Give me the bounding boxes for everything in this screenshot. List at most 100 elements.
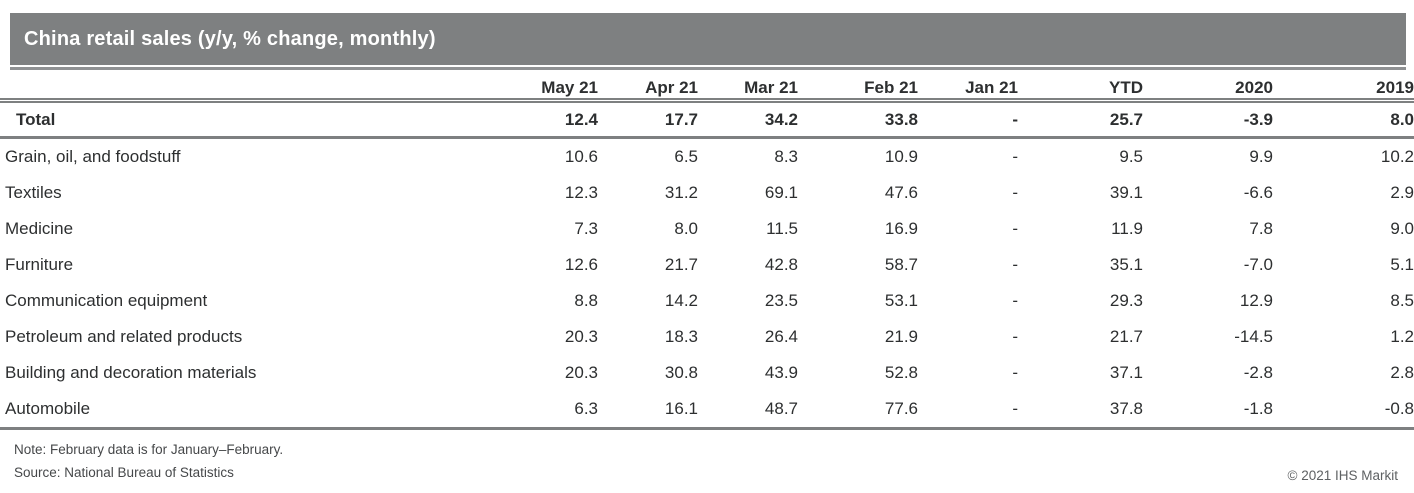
row-label: Total bbox=[0, 100, 460, 139]
row-label: Grain, oil, and foodstuff bbox=[5, 147, 181, 166]
table-cell: 6.3 bbox=[460, 391, 598, 430]
table-cell: 9.5 bbox=[1119, 147, 1143, 166]
title-underline-rule bbox=[10, 67, 1406, 70]
copyright-text: © 2021 IHS Markit bbox=[1287, 468, 1399, 483]
table-cell: - bbox=[1012, 363, 1018, 382]
table-row-grain-oil-foodstuff: Grain, oil, and foodstuff 10.6 6.5 8.3 1… bbox=[0, 138, 1414, 176]
table-cell: 8.0 bbox=[674, 219, 698, 238]
column-header-may-21: May 21 bbox=[460, 70, 598, 103]
table-cell: 26.4 bbox=[764, 327, 798, 346]
column-header-2019: 2019 bbox=[1273, 70, 1414, 103]
table-row-building-materials: Building and decoration materials 20.3 3… bbox=[0, 355, 1414, 391]
table-cell: 30.8 bbox=[664, 363, 698, 382]
table-cell: -7.0 bbox=[1243, 255, 1273, 274]
table-cell: 21.9 bbox=[884, 327, 918, 346]
table-cell: -2.8 bbox=[1243, 363, 1273, 382]
table-title-bar: China retail sales (y/y, % change, month… bbox=[10, 13, 1406, 65]
table-cell: 14.2 bbox=[664, 291, 698, 310]
table-cell: - bbox=[1012, 327, 1018, 346]
table-cell: - bbox=[1012, 147, 1018, 166]
table-cell: 2.9 bbox=[1390, 183, 1414, 202]
table-cell: 25.7 bbox=[1018, 100, 1143, 139]
table-cell: - bbox=[918, 100, 1018, 139]
table-cell: 77.6 bbox=[798, 391, 918, 430]
table-cell: - bbox=[918, 391, 1018, 430]
table-cell: - bbox=[1012, 219, 1018, 238]
row-label: Medicine bbox=[5, 219, 74, 238]
table-cell: - bbox=[1012, 291, 1018, 310]
table-cell: 18.3 bbox=[664, 327, 698, 346]
table-cell: 10.2 bbox=[1380, 147, 1414, 166]
table-cell: 6.5 bbox=[674, 147, 698, 166]
row-label: Building and decoration materials bbox=[5, 363, 257, 382]
table-cell: 23.5 bbox=[764, 291, 798, 310]
table-cell: 47.6 bbox=[884, 183, 918, 202]
table-row-total: Total 12.4 17.7 34.2 33.8 - 25.7 -3.9 8.… bbox=[0, 100, 1414, 139]
table-row-automobile: Automobile 6.3 16.1 48.7 77.6 - 37.8 -1.… bbox=[0, 391, 1414, 430]
table-cell: 29.3 bbox=[1109, 291, 1143, 310]
table-cell: 16.9 bbox=[884, 219, 918, 238]
table-cell: 34.2 bbox=[698, 100, 798, 139]
table-cell: 35.1 bbox=[1109, 255, 1143, 274]
table-cell: 52.8 bbox=[884, 363, 918, 382]
table-cell: 7.8 bbox=[1249, 219, 1273, 238]
table-row-furniture: Furniture 12.6 21.7 42.8 58.7 - 35.1 -7.… bbox=[0, 247, 1414, 283]
table-cell: 48.7 bbox=[698, 391, 798, 430]
column-header-feb-21: Feb 21 bbox=[798, 70, 918, 103]
table-cell: 12.9 bbox=[1239, 291, 1273, 310]
table-cell: 39.1 bbox=[1109, 183, 1143, 202]
column-header-2020: 2020 bbox=[1143, 70, 1273, 103]
table-cell: 20.3 bbox=[564, 363, 598, 382]
table-cell: 9.9 bbox=[1249, 147, 1273, 166]
table-cell: 8.5 bbox=[1390, 291, 1414, 310]
source-text: Source: National Bureau of Statistics bbox=[14, 465, 234, 480]
table-cell: -14.5 bbox=[1234, 327, 1273, 346]
table-cell: - bbox=[1012, 183, 1018, 202]
table-cell: 31.2 bbox=[664, 183, 698, 202]
table-row-medicine: Medicine 7.3 8.0 11.5 16.9 - 11.9 7.8 9.… bbox=[0, 211, 1414, 247]
footnotes-block: Note: February data is for January–Febru… bbox=[14, 438, 1414, 484]
table-row-communication-equipment: Communication equipment 8.8 14.2 23.5 53… bbox=[0, 283, 1414, 319]
table-row-petroleum-products: Petroleum and related products 20.3 18.3… bbox=[0, 319, 1414, 355]
table-cell: 10.6 bbox=[564, 147, 598, 166]
table-cell: 5.1 bbox=[1390, 255, 1414, 274]
table-cell: 37.1 bbox=[1109, 363, 1143, 382]
table-cell: 11.5 bbox=[766, 219, 798, 238]
table-cell: 7.3 bbox=[574, 219, 598, 238]
table-cell: 1.2 bbox=[1390, 327, 1414, 346]
table-cell: 37.8 bbox=[1018, 391, 1143, 430]
table-cell: 42.8 bbox=[764, 255, 798, 274]
table-cell: 33.8 bbox=[798, 100, 918, 139]
note-text: Note: February data is for January–Febru… bbox=[14, 442, 284, 457]
table-cell: 9.0 bbox=[1390, 219, 1414, 238]
row-label: Automobile bbox=[0, 391, 460, 430]
table-cell: 17.7 bbox=[598, 100, 698, 139]
column-header-ytd: YTD bbox=[1018, 70, 1143, 103]
table-cell: 43.9 bbox=[764, 363, 798, 382]
column-header-apr-21: Apr 21 bbox=[598, 70, 698, 103]
row-label: Furniture bbox=[5, 255, 74, 274]
table-cell: 20.3 bbox=[564, 327, 598, 346]
table-cell: 12.4 bbox=[460, 100, 598, 139]
row-label: Communication equipment bbox=[5, 291, 208, 310]
table-cell: -0.8 bbox=[1273, 391, 1414, 430]
column-header-jan-21: Jan 21 bbox=[918, 70, 1018, 103]
table-cell: 12.3 bbox=[564, 183, 598, 202]
table-cell: 11.9 bbox=[1111, 219, 1143, 238]
column-header-mar-21: Mar 21 bbox=[698, 70, 798, 103]
table-cell: 2.8 bbox=[1390, 363, 1414, 382]
table-row-textiles: Textiles 12.3 31.2 69.1 47.6 - 39.1 -6.6… bbox=[0, 175, 1414, 211]
table-cell: 10.9 bbox=[884, 147, 918, 166]
retail-sales-table: May 21 Apr 21 Mar 21 Feb 21 Jan 21 YTD 2… bbox=[0, 70, 1414, 430]
table-cell: 8.3 bbox=[774, 147, 798, 166]
table-cell: -1.8 bbox=[1143, 391, 1273, 430]
row-label: Textiles bbox=[5, 183, 62, 202]
table-cell: - bbox=[1012, 255, 1018, 274]
table-cell: 16.1 bbox=[598, 391, 698, 430]
column-header-spacer bbox=[0, 70, 460, 103]
table-cell: 69.1 bbox=[764, 183, 798, 202]
table-cell: 53.1 bbox=[884, 291, 918, 310]
row-label: Petroleum and related products bbox=[5, 327, 243, 346]
column-header-row: May 21 Apr 21 Mar 21 Feb 21 Jan 21 YTD 2… bbox=[0, 70, 1414, 103]
